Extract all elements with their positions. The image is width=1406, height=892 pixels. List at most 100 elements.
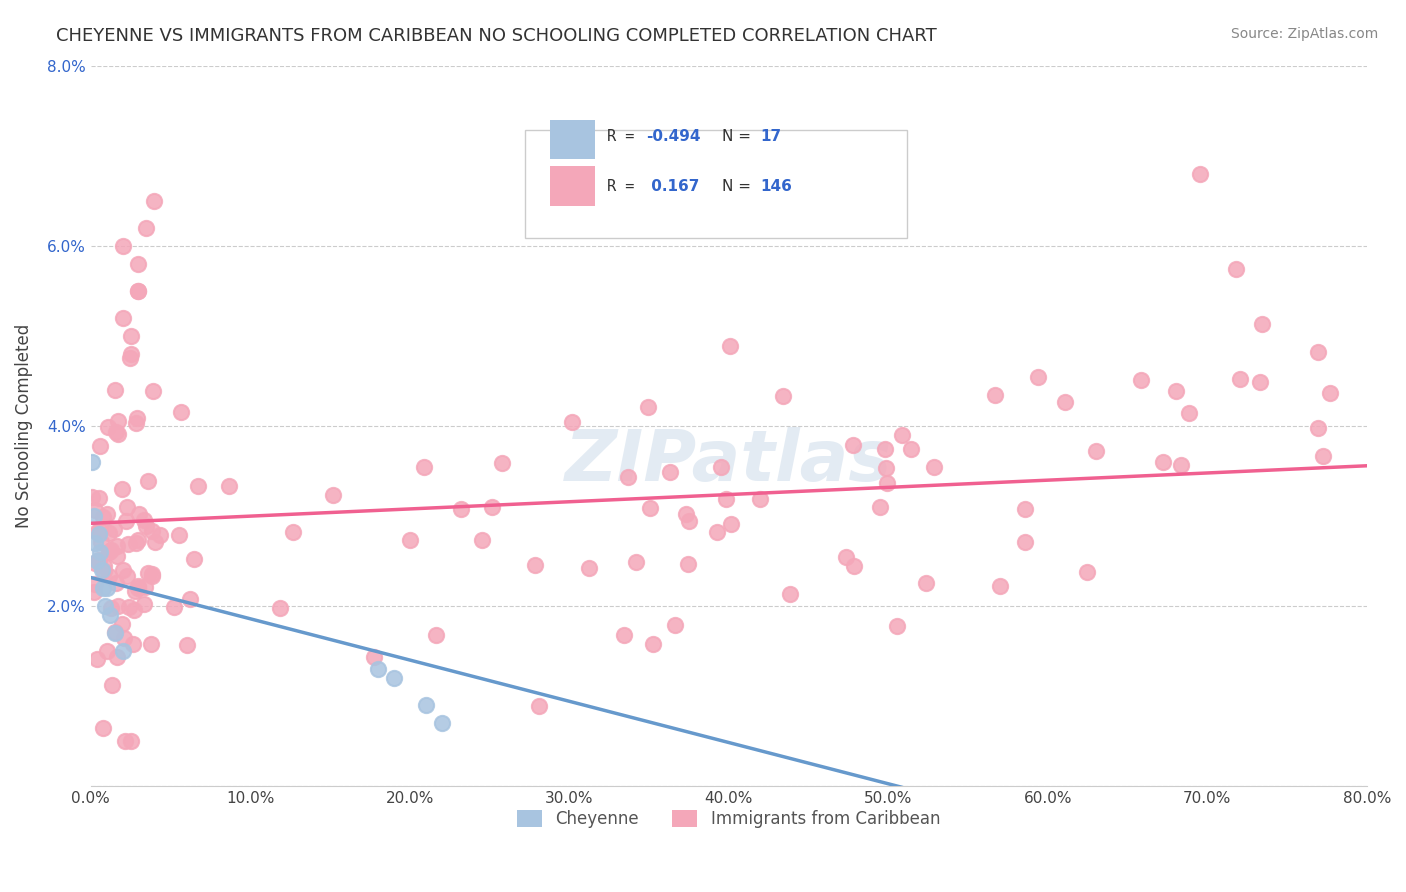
Point	[90, 563, 112, 577]
Point	[112, 631, 135, 645]
Point	[1189, 167, 1212, 181]
Point	[120, 346, 142, 360]
Point	[1014, 502, 1036, 516]
Point	[842, 558, 865, 573]
Text: R =: R =	[607, 179, 644, 194]
Point	[886, 618, 908, 632]
Point	[678, 514, 700, 528]
Point	[481, 500, 503, 514]
Point	[114, 514, 136, 528]
Text: 0.167: 0.167	[645, 179, 699, 194]
Point	[97, 544, 120, 558]
Point	[93, 564, 115, 578]
Point	[98, 607, 121, 622]
Point	[834, 549, 856, 564]
Point	[1308, 345, 1330, 359]
Point	[524, 558, 547, 572]
Point	[107, 414, 129, 428]
Point	[97, 569, 120, 583]
Point	[96, 644, 118, 658]
Point	[111, 644, 134, 658]
Point	[676, 558, 699, 572]
Point	[617, 469, 640, 483]
Point	[170, 405, 193, 419]
Point	[613, 628, 636, 642]
Point	[112, 563, 135, 577]
Point	[218, 479, 240, 493]
Point	[141, 566, 163, 581]
Point	[176, 638, 198, 652]
Point	[84, 503, 107, 517]
Point	[643, 637, 665, 651]
Text: 17: 17	[761, 128, 782, 144]
Point	[706, 524, 728, 539]
Point	[103, 522, 125, 536]
Point	[398, 533, 420, 548]
Point	[430, 715, 453, 730]
Point	[876, 475, 898, 490]
Point	[105, 549, 128, 563]
Point	[149, 528, 172, 542]
Point	[114, 733, 136, 747]
Point	[415, 698, 437, 712]
Y-axis label: No Schooling Completed: No Schooling Completed	[15, 324, 32, 528]
Point	[101, 678, 124, 692]
Point	[94, 599, 117, 613]
Point	[491, 456, 513, 470]
Point	[97, 420, 120, 434]
Point	[749, 491, 772, 506]
Point	[1229, 372, 1251, 386]
Point	[100, 601, 122, 615]
Point	[1225, 261, 1247, 276]
Point	[143, 194, 166, 208]
Point	[136, 566, 159, 581]
Point	[111, 617, 134, 632]
Point	[841, 438, 863, 452]
Point	[87, 553, 110, 567]
Point	[93, 581, 115, 595]
Point	[91, 509, 114, 524]
Point	[1129, 373, 1152, 387]
Legend: Cheyenne, Immigrants from Caribbean: Cheyenne, Immigrants from Caribbean	[510, 804, 948, 835]
Point	[127, 581, 149, 595]
Point	[98, 526, 121, 541]
Point	[111, 482, 134, 496]
Point	[89, 439, 111, 453]
Point	[142, 384, 165, 399]
Point	[84, 535, 107, 549]
Text: Source: ZipAtlas.com: Source: ZipAtlas.com	[1230, 27, 1378, 41]
Point	[141, 568, 163, 582]
Point	[141, 524, 163, 539]
Point	[125, 417, 148, 431]
Point	[93, 559, 115, 574]
Point	[922, 459, 945, 474]
Point	[624, 555, 647, 569]
Point	[1170, 458, 1192, 472]
Point	[111, 238, 134, 252]
Point	[638, 500, 661, 515]
Point	[100, 543, 122, 558]
Point	[135, 220, 157, 235]
Point	[90, 534, 112, 549]
Point	[779, 587, 801, 601]
Point	[890, 428, 912, 442]
Point	[1028, 370, 1050, 384]
Point	[1312, 449, 1334, 463]
Point	[135, 518, 157, 533]
Point	[367, 662, 389, 676]
Point	[710, 460, 733, 475]
Point	[127, 257, 149, 271]
Point	[84, 577, 107, 591]
Point	[1014, 534, 1036, 549]
Point	[873, 442, 896, 457]
Point	[96, 507, 118, 521]
Point	[187, 478, 209, 492]
Point	[124, 584, 146, 599]
Point	[915, 576, 938, 591]
Point	[89, 523, 111, 537]
Point	[83, 508, 105, 523]
Point	[900, 442, 922, 457]
Point	[471, 533, 494, 548]
Point	[127, 411, 149, 425]
Point	[1076, 565, 1098, 579]
